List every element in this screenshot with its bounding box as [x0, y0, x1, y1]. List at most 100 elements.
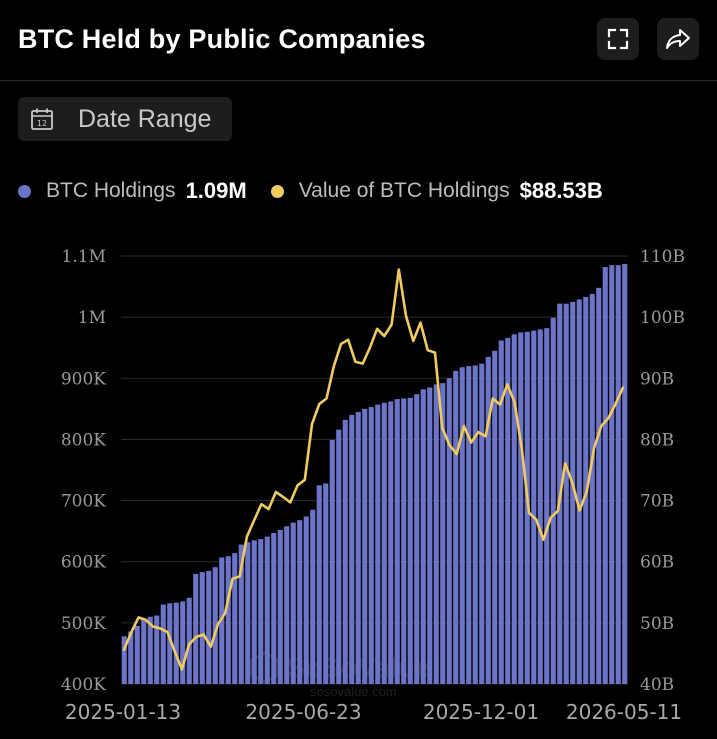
bar	[297, 520, 303, 684]
bar	[199, 572, 205, 684]
bar	[602, 267, 608, 684]
y-left-tick-label: 500K	[61, 614, 106, 634]
bar	[518, 332, 524, 684]
chart-legend: BTC Holdings 1.09M Value of BTC Holdings…	[18, 176, 603, 206]
bar	[303, 516, 309, 684]
bar	[193, 573, 199, 684]
x-tick-label: 2025-06-23	[245, 700, 361, 724]
x-tick-label: 2026-05-11	[566, 700, 682, 724]
legend-item-btc-holdings[interactable]: BTC Holdings 1.09M	[18, 178, 247, 204]
bar	[381, 402, 387, 684]
bar	[368, 407, 374, 684]
bar	[245, 542, 251, 684]
bar	[459, 367, 465, 684]
bar	[615, 265, 621, 684]
y-left-tick-label: 900K	[61, 369, 106, 389]
bar	[576, 299, 582, 684]
fullscreen-icon	[607, 28, 629, 50]
bar	[544, 328, 550, 684]
bar	[505, 337, 511, 684]
bar	[251, 540, 257, 684]
bar	[310, 509, 316, 684]
y-right-tick-label: 70B	[640, 492, 674, 512]
bar	[466, 366, 472, 684]
y-left-tick-label: 800K	[61, 430, 106, 450]
calendar-icon-text: 12	[37, 119, 47, 128]
share-arrow-icon	[666, 29, 690, 49]
y-left-tick-label: 600K	[61, 553, 106, 573]
legend-label: Value of BTC Holdings	[298, 179, 510, 202]
bar	[479, 363, 485, 684]
y-right-tick-label: 50B	[640, 614, 674, 634]
y-right-tick-label: 40B	[640, 675, 674, 695]
bar	[537, 329, 543, 684]
x-tick-label: 2025-01-13	[65, 700, 181, 724]
bar	[531, 330, 537, 684]
bar	[388, 401, 394, 684]
bar	[563, 303, 569, 684]
series-line-btc-value	[122, 268, 625, 671]
bar	[336, 429, 342, 684]
bar	[622, 263, 628, 684]
bar	[277, 529, 283, 684]
bar	[134, 625, 140, 684]
bar	[186, 597, 192, 684]
y-right-tick-label: 110B	[640, 247, 685, 267]
bar	[440, 383, 446, 684]
bar	[121, 636, 127, 684]
bar	[407, 397, 413, 684]
bar	[596, 287, 602, 684]
bar	[173, 602, 179, 684]
x-tick-label: 2025-12-01	[423, 700, 539, 724]
bar	[498, 340, 504, 684]
bar	[180, 601, 186, 684]
bar	[427, 387, 433, 684]
bar	[446, 378, 452, 684]
bar	[264, 536, 270, 684]
bar	[284, 526, 290, 684]
date-range-label: Date Range	[78, 105, 212, 133]
calendar-icon: 12	[31, 108, 53, 130]
bar	[141, 619, 147, 684]
bar	[206, 570, 212, 684]
chart-title: BTC Held by Public Companies	[18, 24, 426, 54]
bar	[225, 556, 231, 684]
legend-value: 1.09M	[185, 178, 247, 203]
bar	[589, 293, 595, 684]
bar	[349, 414, 355, 684]
bar	[433, 384, 439, 684]
bar	[394, 399, 400, 684]
fullscreen-button[interactable]	[597, 18, 639, 60]
legend-item-btc-value[interactable]: Value of BTC Holdings $88.53B	[270, 178, 603, 204]
y-right-tick-label: 60B	[640, 553, 674, 573]
bar	[167, 603, 173, 684]
legend-dot-btc-holdings	[18, 184, 31, 198]
bar	[128, 631, 134, 684]
y-right-tick-label: 80B	[640, 430, 674, 450]
bar	[154, 615, 160, 684]
y-left-tick-label: 700K	[61, 492, 106, 512]
bar	[232, 553, 238, 684]
bar	[609, 265, 615, 684]
bar	[420, 389, 426, 684]
bar	[147, 616, 153, 684]
bar	[323, 483, 329, 684]
chart-header: BTC Held by Public Companies	[0, 0, 717, 81]
y-right-tick-label: 100B	[640, 308, 685, 328]
bar	[258, 539, 264, 684]
bar	[355, 411, 361, 684]
y-right-tick-label: 90B	[640, 369, 674, 389]
bar	[271, 532, 277, 684]
bar	[329, 440, 335, 684]
bar	[511, 334, 517, 684]
bar	[414, 394, 420, 684]
date-range-button[interactable]: 12 Date Range	[18, 97, 232, 141]
bar	[550, 317, 556, 684]
bar	[362, 408, 368, 684]
y-left-tick-label: 400K	[61, 675, 106, 695]
bar	[453, 370, 459, 684]
bar	[212, 567, 218, 684]
share-button[interactable]	[657, 18, 699, 60]
bar	[485, 356, 491, 684]
bar	[375, 404, 381, 684]
